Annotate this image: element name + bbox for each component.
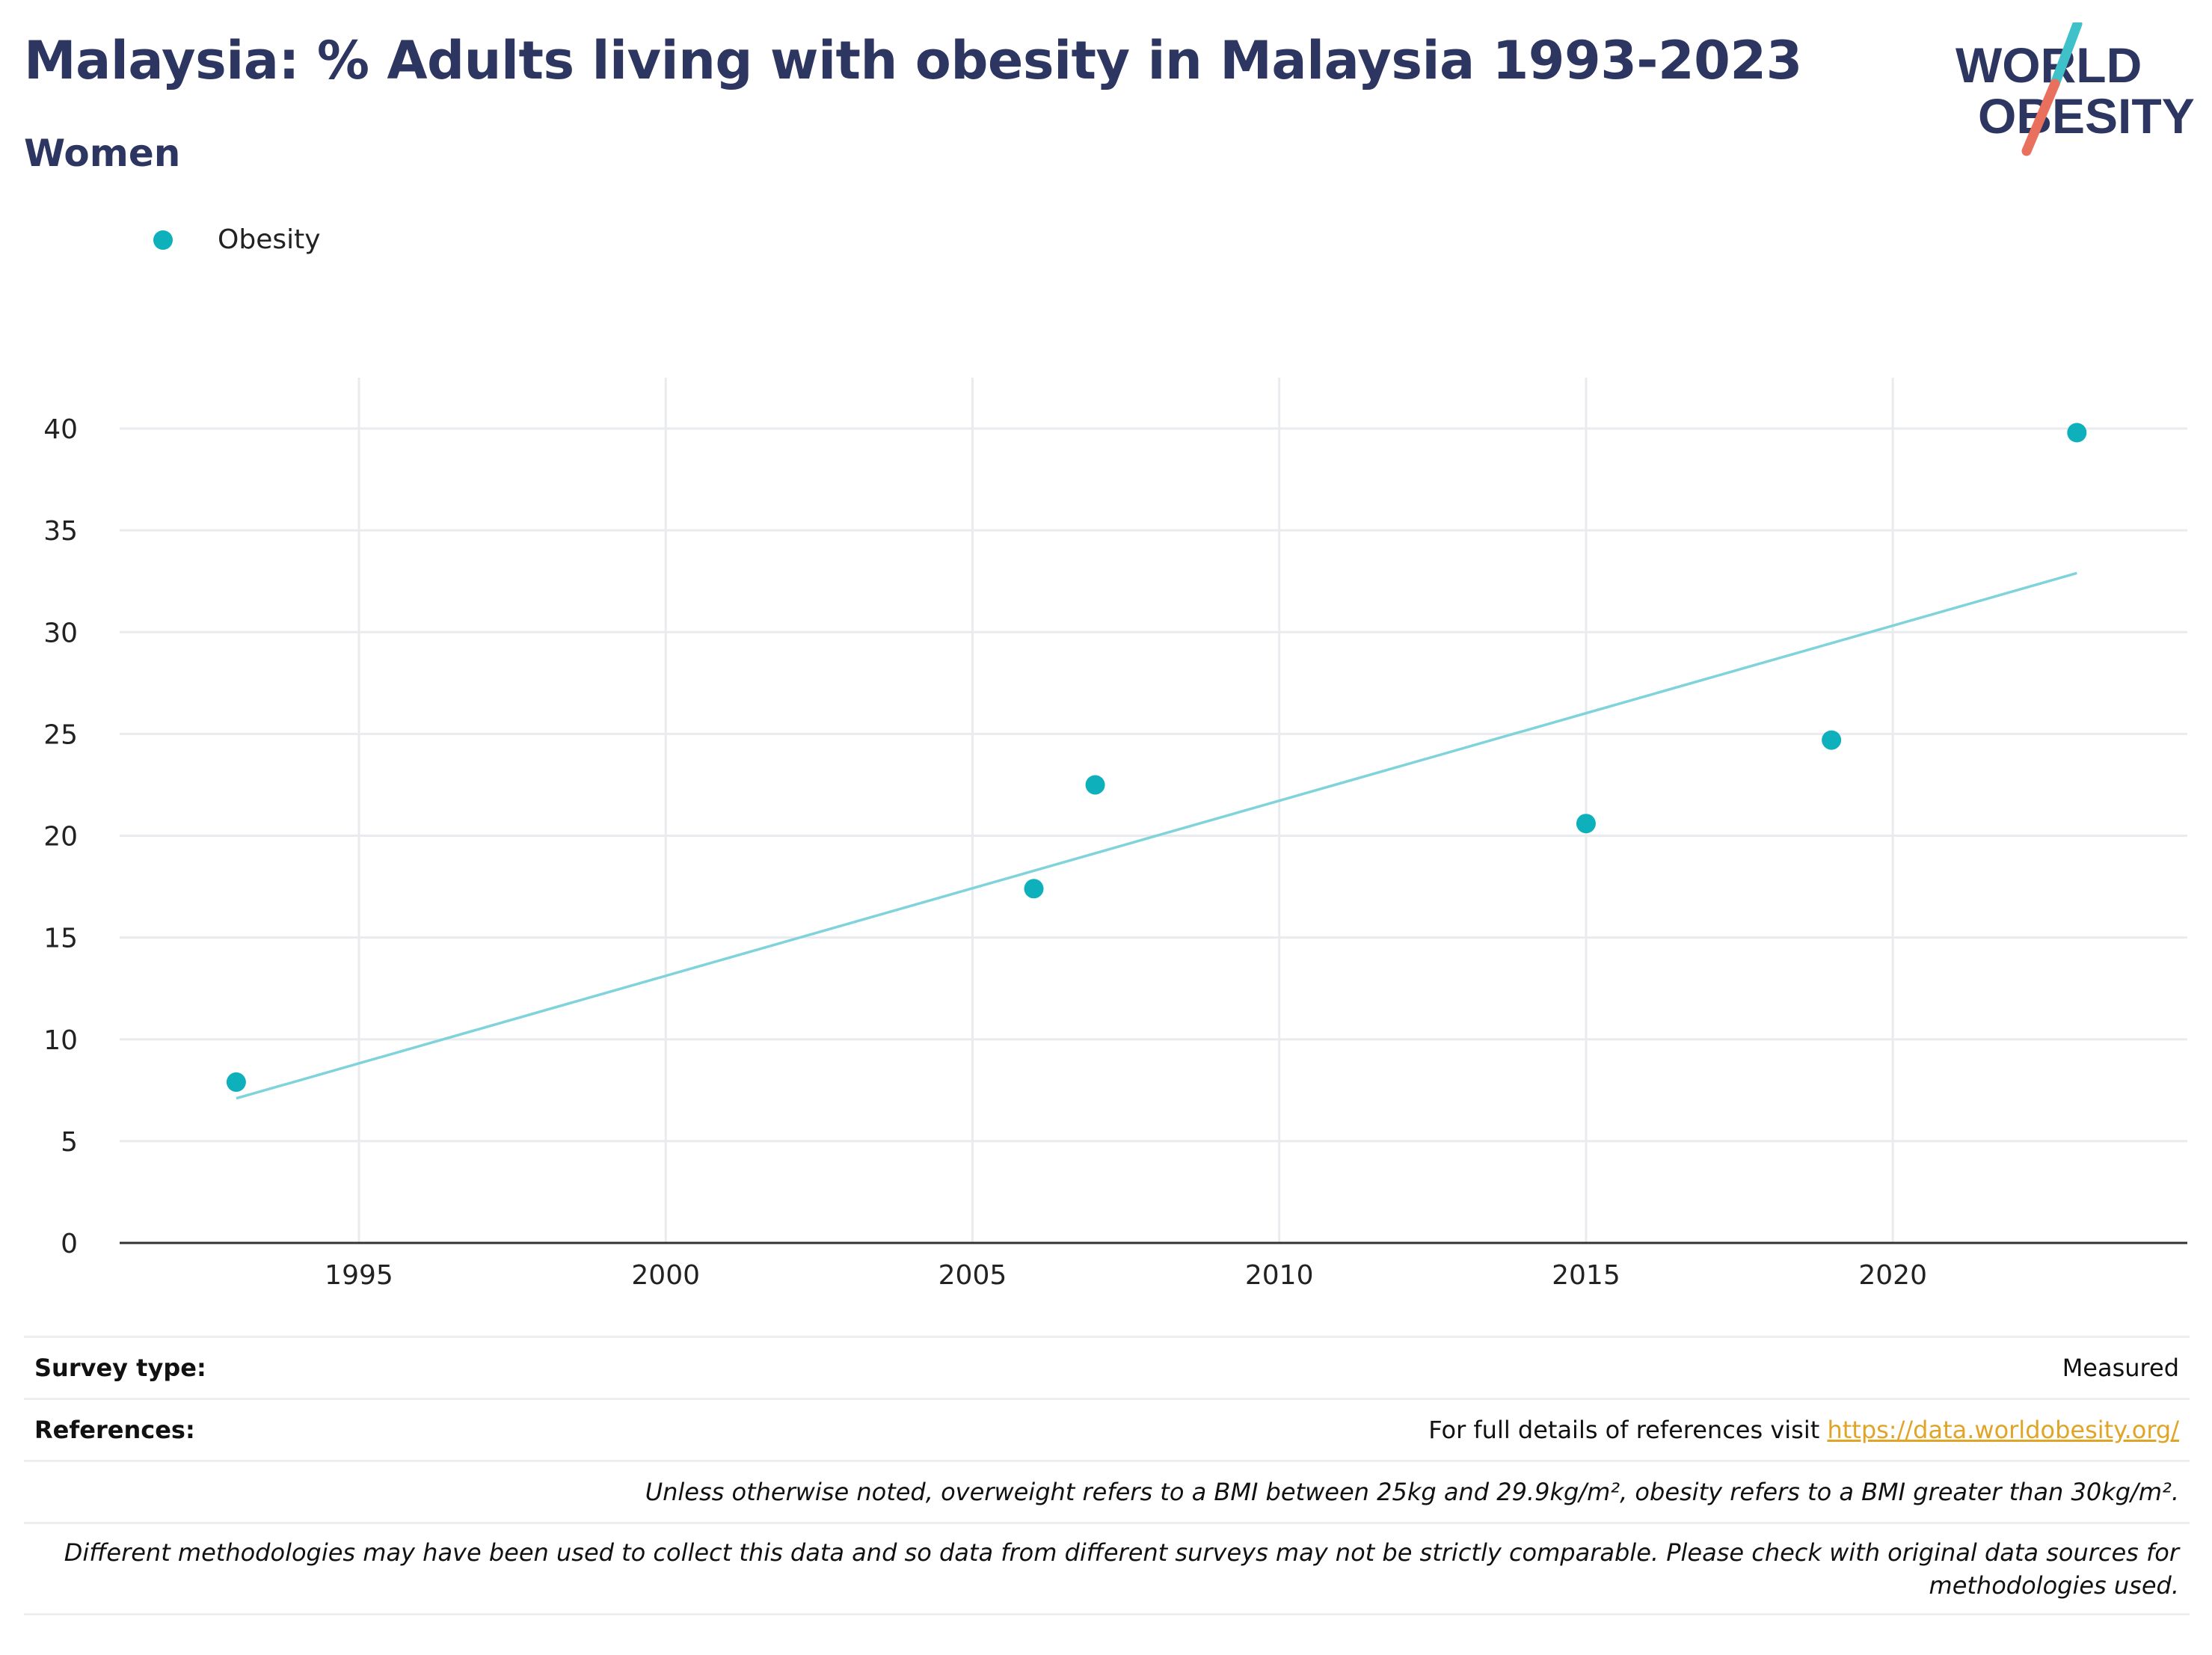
- y-tick-label: 20: [43, 822, 78, 853]
- y-tick-label: 35: [43, 516, 78, 547]
- x-tick-label: 2005: [938, 1260, 1007, 1291]
- references-text: For full details of references visit: [1428, 1416, 1828, 1444]
- logo-slash-teal: [2050, 22, 2083, 89]
- logo-slash-red: [2021, 79, 2060, 156]
- definition-note: Unless otherwise noted, overweight refer…: [645, 1478, 2179, 1506]
- methodology-note: Different methodologies may have been us…: [64, 1538, 2179, 1600]
- scatter-chart: 0 5 10 15 20 25 30 35 40 1995 2000 2005 2010 2015 2020: [43, 378, 2187, 1291]
- survey-type-label: Survey type:: [34, 1354, 206, 1382]
- y-tick-label: 40: [43, 414, 78, 445]
- logo-text-world: WORLD: [1956, 37, 2142, 93]
- y-tick-label: 15: [43, 924, 78, 954]
- data-point: [1576, 814, 1596, 834]
- y-tick-label: 0: [61, 1229, 78, 1259]
- y-tick-label: 5: [61, 1127, 78, 1158]
- references-row: References: For full details of referenc…: [24, 1398, 2190, 1460]
- x-tick-label: 2010: [1245, 1260, 1314, 1291]
- survey-type-row: Survey type: Measured: [24, 1336, 2190, 1398]
- references-value: For full details of references visit htt…: [1428, 1416, 2179, 1444]
- trend-line: [236, 571, 2077, 1100]
- world-obesity-logo: WORLD OBESITY: [1956, 22, 2195, 156]
- y-tick-label: 30: [43, 618, 78, 648]
- legend-label-obesity: Obesity: [218, 224, 321, 255]
- references-link[interactable]: https://data.worldobesity.org/: [1827, 1416, 2179, 1444]
- x-tick-label: 2020: [1858, 1260, 1927, 1291]
- y-tick-label: 25: [43, 719, 78, 750]
- legend-marker-obesity: [153, 230, 173, 250]
- data-point: [226, 1072, 246, 1092]
- data-point: [1085, 775, 1105, 795]
- legend[interactable]: Obesity: [153, 224, 321, 255]
- y-tick-label: 10: [43, 1025, 78, 1056]
- data-point: [1024, 879, 1044, 899]
- data-point: [2067, 423, 2087, 443]
- x-tick-label: 2000: [631, 1260, 700, 1291]
- footer-table: Survey type: Measured References: For fu…: [24, 1336, 2190, 1615]
- logo-text-obesity: OBESITY: [1978, 88, 2195, 144]
- chart-title: Malaysia: % Adults living with obesity i…: [24, 30, 1802, 91]
- survey-type-value: Measured: [2062, 1354, 2179, 1382]
- references-label: References:: [34, 1416, 195, 1444]
- data-point: [1822, 730, 1842, 750]
- methodology-note-row: Different methodologies may have been us…: [24, 1522, 2190, 1615]
- x-tick-label: 2015: [1552, 1260, 1620, 1291]
- x-tick-label: 1995: [325, 1260, 393, 1291]
- chart-subtitle: Women: [24, 132, 181, 175]
- definition-note-row: Unless otherwise noted, overweight refer…: [24, 1460, 2190, 1522]
